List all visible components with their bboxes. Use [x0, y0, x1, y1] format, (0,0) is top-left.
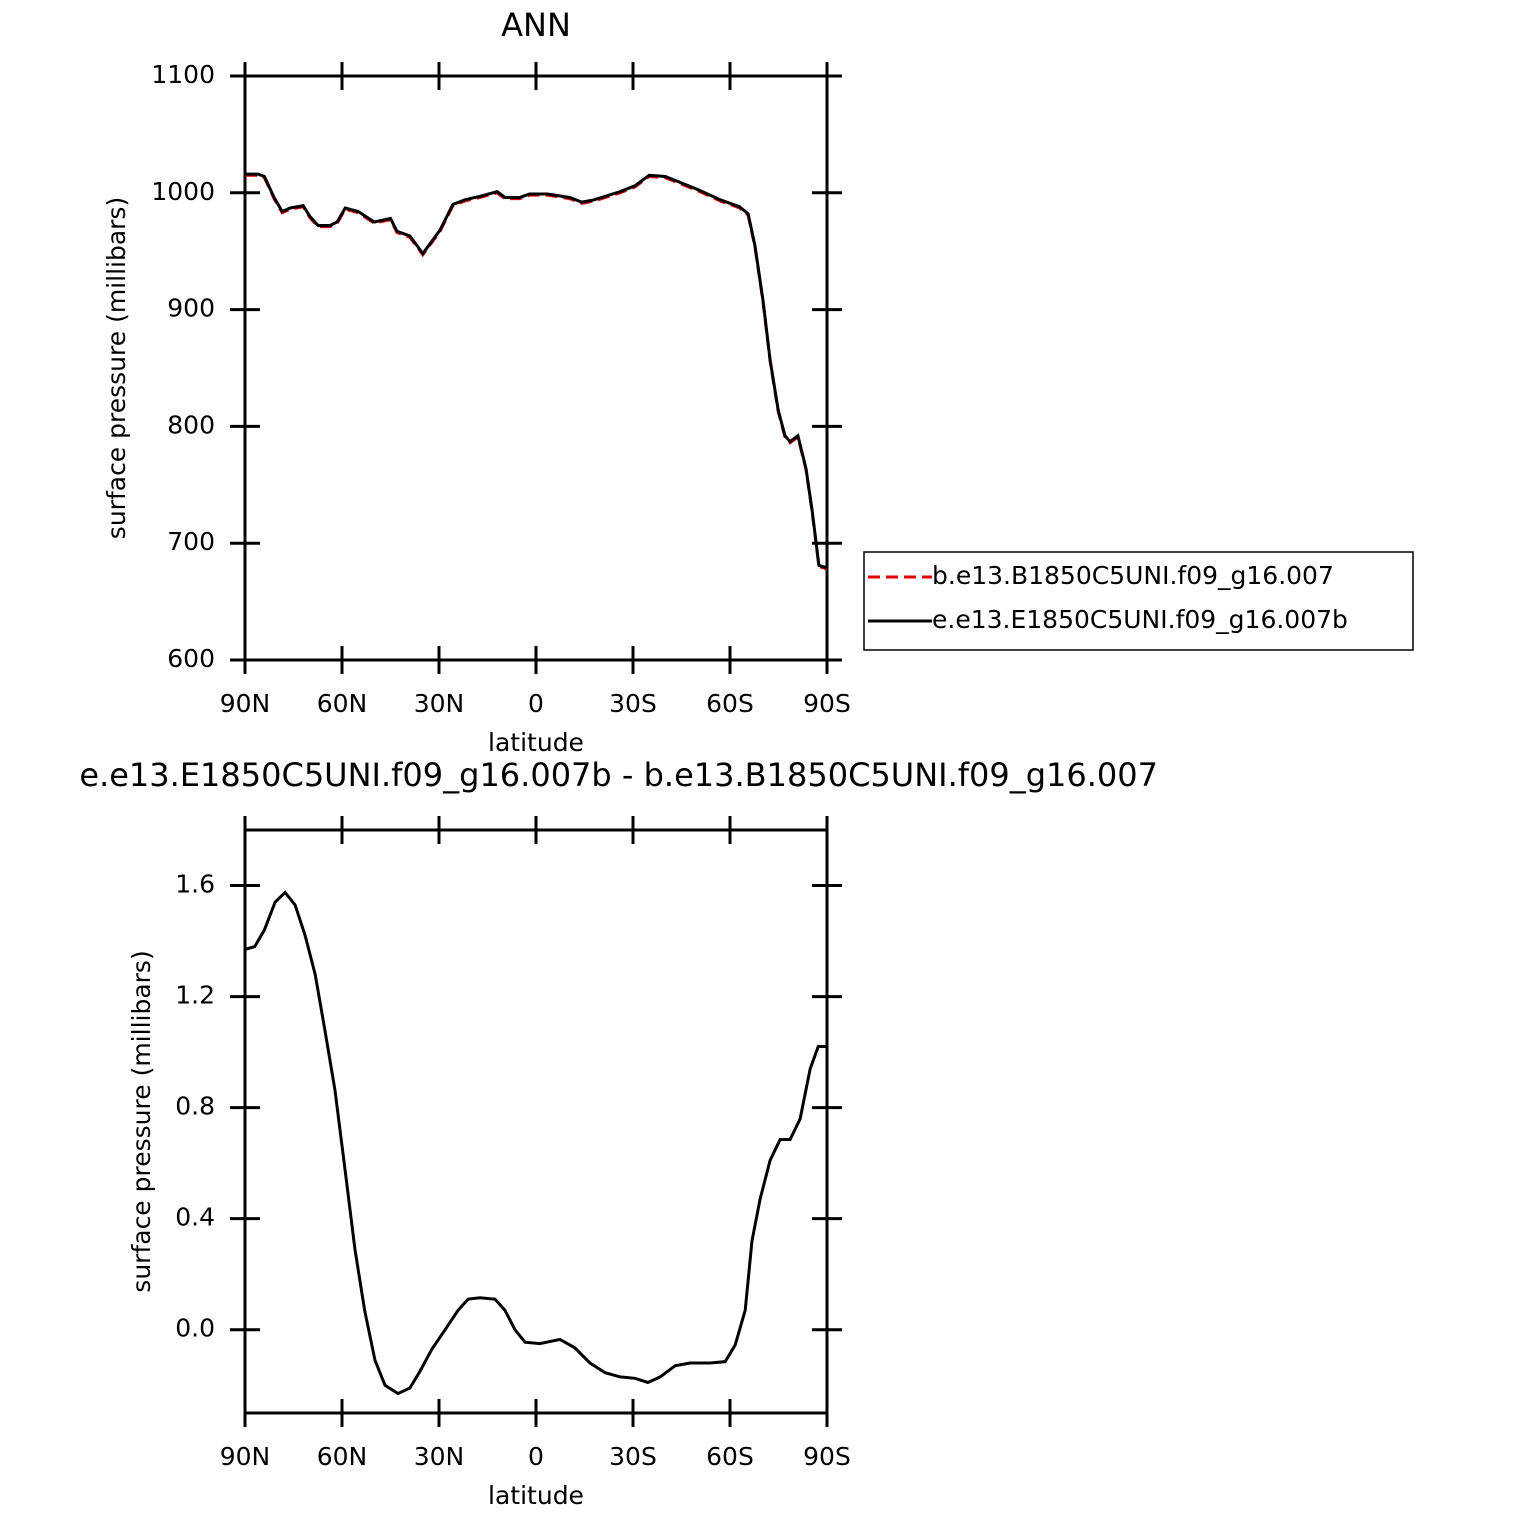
data-line — [245, 173, 828, 571]
y-tick-label: 900 — [167, 294, 215, 323]
legend-box — [863, 551, 1414, 651]
x-tick-label: 0 — [528, 1442, 544, 1471]
legend-label: e.e13.E1850C5UNI.f09_g16.007b — [932, 605, 1348, 634]
x-tick-label: 30N — [414, 1442, 465, 1471]
y-tick-label: 800 — [167, 410, 215, 439]
chart-title: ANN — [501, 6, 571, 44]
x-tick-label: 60S — [706, 1442, 754, 1471]
x-tick-label: 90N — [220, 1442, 271, 1471]
y-tick-label: 0.0 — [175, 1314, 215, 1343]
x-tick-label: 30S — [609, 689, 657, 718]
y-tick-label: 1.6 — [175, 870, 215, 899]
y-tick-label: 1.2 — [175, 981, 215, 1010]
y-tick-label: 1100 — [151, 60, 215, 89]
x-tick-label: 60N — [317, 1442, 368, 1471]
legend-label: b.e13.B1850C5UNI.f09_g16.007 — [932, 561, 1334, 590]
x-tick-label: 90S — [803, 1442, 851, 1471]
chart-title: e.e13.E1850C5UNI.f09_g16.007b - b.e13.B1… — [79, 756, 1158, 794]
x-axis-label: latitude — [488, 1481, 584, 1510]
x-tick-label: 60S — [706, 689, 754, 718]
y-tick-label: 0.8 — [175, 1092, 215, 1121]
data-line — [245, 172, 828, 570]
y-axis-label: surface pressure (millibars) — [102, 197, 131, 539]
plot-frame — [243, 74, 829, 662]
y-tick-label: 1000 — [151, 177, 215, 206]
x-tick-label: 60N — [317, 689, 368, 718]
y-axis-label: surface pressure (millibars) — [127, 950, 156, 1292]
y-tick-label: 600 — [167, 644, 215, 673]
x-tick-label: 30N — [414, 689, 465, 718]
data-line — [244, 890, 827, 1396]
x-tick-label: 0 — [528, 689, 544, 718]
x-tick-label: 90N — [220, 689, 271, 718]
y-tick-label: 700 — [167, 527, 215, 556]
y-tick-label: 0.4 — [175, 1203, 215, 1232]
x-tick-label: 90S — [803, 689, 851, 718]
x-axis-label: latitude — [488, 728, 584, 757]
x-tick-label: 30S — [609, 1442, 657, 1471]
